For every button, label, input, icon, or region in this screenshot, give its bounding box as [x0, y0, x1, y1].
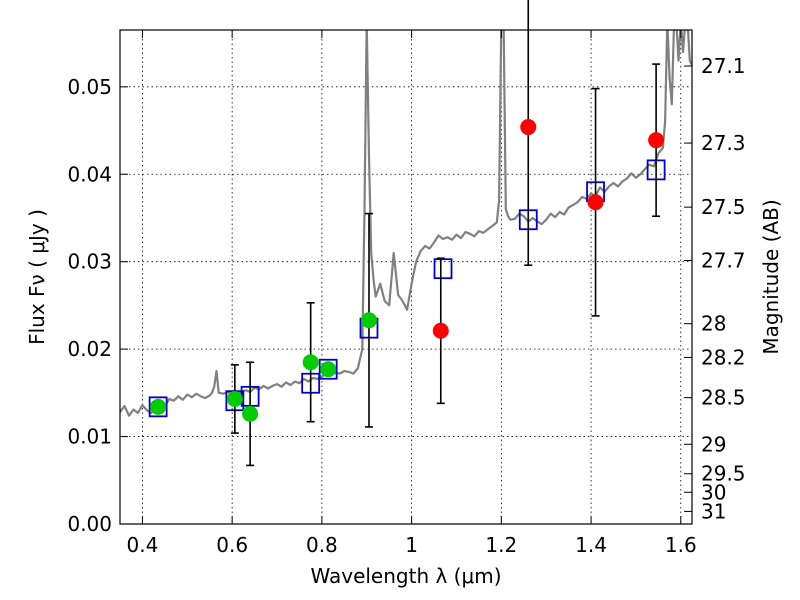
data-point	[520, 119, 537, 136]
x-tick-label: 0.6	[216, 533, 248, 557]
mag-tick-label: 28	[701, 312, 726, 336]
spectrum-layer	[120, 30, 692, 417]
x-tick-label: 1.2	[485, 533, 517, 557]
mag-tick-label: 27.1	[701, 54, 746, 78]
x-tick-label: 0.8	[306, 533, 338, 557]
y-tick-label: 0.05	[67, 75, 112, 99]
x-tick-label: 1.4	[575, 533, 607, 557]
mag-tick-label: 31	[701, 499, 726, 523]
mag-tick-label: 27.7	[701, 248, 746, 272]
mag-tick-label: 30	[701, 480, 726, 504]
data-point	[648, 132, 665, 149]
y-tick-label: 0.04	[67, 162, 112, 186]
data-point	[320, 361, 337, 378]
data-point	[587, 194, 604, 211]
mag-tick-label: 28.2	[701, 345, 746, 369]
mag-tick-label: 29	[701, 432, 726, 456]
plot-frame	[119, 29, 693, 525]
x-tick-label: 0.4	[127, 533, 159, 557]
x-axis-title: Wavelength λ (μm)	[310, 564, 501, 588]
plot-area	[120, 30, 692, 524]
y-tick-label: 0.00	[67, 512, 112, 536]
model-photometry-square	[148, 396, 168, 418]
model-photometry-square	[318, 358, 338, 380]
data-point	[150, 398, 167, 415]
data-point	[302, 354, 319, 371]
data-point	[432, 322, 449, 339]
x-tick-label: 1.6	[665, 533, 697, 557]
y-tick-label: 0.03	[67, 250, 112, 274]
x-tick-label: 1	[405, 533, 418, 557]
data-point	[242, 405, 259, 422]
y-axis-title: Flux Fν ( μJy )	[25, 209, 49, 345]
mag-tick-label: 27.5	[701, 195, 746, 219]
y-tick-label: 0.02	[67, 337, 112, 361]
spectrum-line	[120, 30, 692, 417]
model-photometry-square	[433, 258, 453, 280]
y-tick-label: 0.01	[67, 425, 112, 449]
marker-layer	[148, 0, 666, 467]
mag-tick-label: 29.5	[701, 462, 746, 486]
data-point	[226, 390, 243, 407]
ticks: 0.4 0.6 0.8 1 1.2 1.4 1.6 0.00 0.01 0.02 0.03 0.04 0…	[67, 30, 746, 557]
mag-tick-label: 27.3	[701, 131, 746, 155]
y2-axis-title: Magnitude (AB)	[759, 199, 783, 354]
mag-tick-label: 28.5	[701, 386, 746, 410]
data-point	[360, 312, 377, 329]
